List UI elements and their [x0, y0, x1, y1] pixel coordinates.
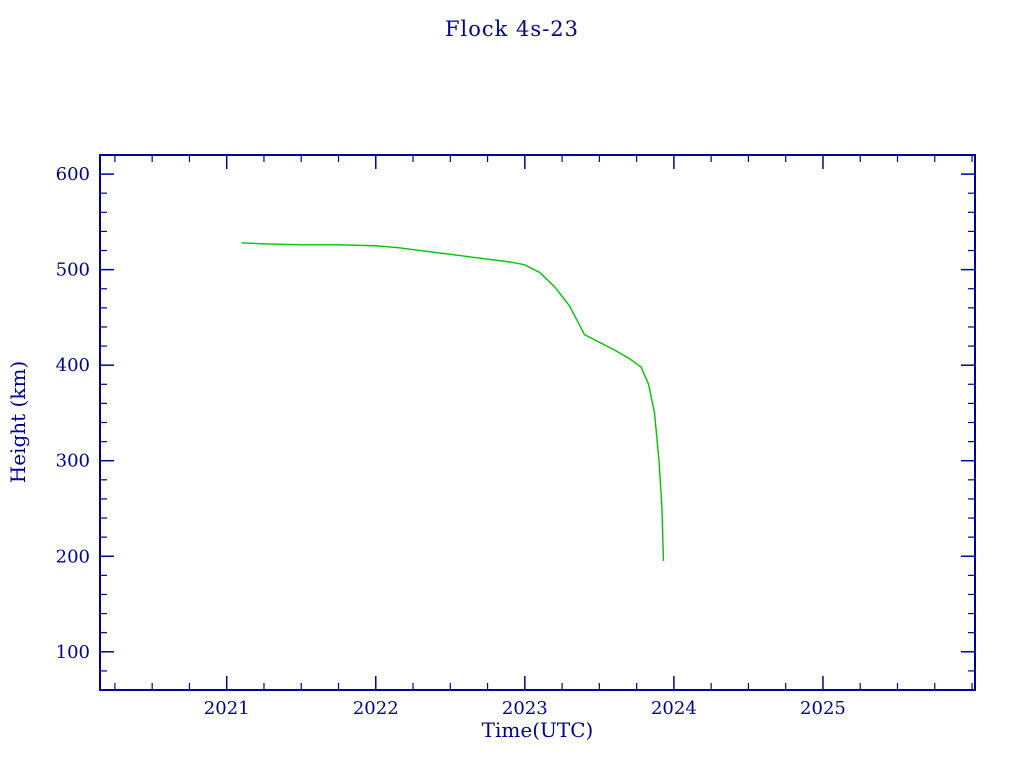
x-tick-label: 2021	[204, 698, 250, 719]
chart-title: Flock 4s-23	[444, 17, 580, 41]
x-tick-label: 2025	[800, 698, 846, 719]
y-tick-label: 100	[56, 642, 90, 663]
x-tick-label: 2022	[353, 698, 399, 719]
x-tick-label: 2024	[651, 698, 697, 719]
y-tick-label: 600	[56, 164, 90, 185]
y-tick-label: 200	[56, 546, 90, 567]
y-tick-label: 400	[56, 355, 90, 376]
y-tick-label: 500	[56, 260, 90, 281]
series-line	[241, 242, 665, 562]
y-axis-label: Height (km)	[6, 360, 30, 484]
x-axis-label: Time(UTC)	[481, 718, 594, 742]
plot-frame	[99, 154, 976, 691]
y-tick-label: 300	[56, 451, 90, 472]
x-tick-label: 2023	[502, 698, 548, 719]
